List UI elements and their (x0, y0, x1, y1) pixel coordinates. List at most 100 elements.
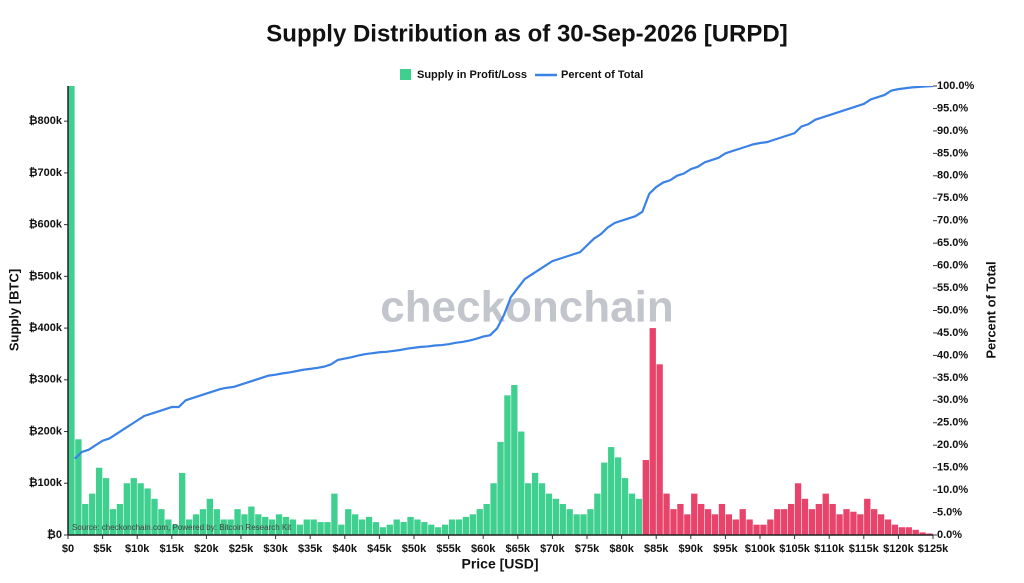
y2-axis-label: Percent of Total (983, 261, 998, 358)
bar (531, 472, 539, 535)
bar (843, 509, 850, 535)
bar (372, 522, 380, 535)
x-tick-label: $40k (333, 543, 358, 555)
y2-tick-label: 90.0% (937, 125, 968, 137)
x-tick-label: $125k (918, 543, 949, 555)
bar (352, 514, 359, 535)
x-axis-label: Price [USD] (461, 556, 538, 572)
bar (725, 514, 733, 535)
percent-line (74, 86, 933, 460)
bar (774, 509, 781, 535)
legend-label: Supply in Profit/Loss (417, 69, 527, 81)
bar (898, 527, 906, 535)
bar (241, 514, 248, 535)
x-tick-label: $0 (62, 543, 74, 555)
y2-tick-label: 20.0% (937, 439, 968, 451)
bar (400, 522, 407, 535)
legend-label: Percent of Total (561, 69, 643, 81)
bar (545, 493, 553, 535)
x-tick-label: $25k (229, 543, 254, 555)
bar (538, 483, 546, 535)
bar (185, 519, 193, 535)
bar (206, 498, 214, 535)
bar (227, 519, 234, 535)
x-tick-label: $75k (575, 543, 600, 555)
watermark: checkonchain (380, 283, 673, 332)
bar (566, 509, 573, 535)
bar (614, 457, 622, 535)
bar (711, 514, 719, 535)
bar (421, 522, 428, 535)
bar (829, 503, 836, 535)
bar (628, 493, 636, 535)
y2-tick-label: 0.0% (937, 529, 962, 541)
y2-tick-label: 30.0% (937, 394, 968, 406)
y2-tick-label: 40.0% (937, 349, 968, 361)
y-axis-label: Supply [BTC] (6, 269, 21, 351)
y2-tick-label: 70.0% (937, 215, 968, 227)
bar (476, 509, 483, 535)
bar (220, 519, 227, 535)
bar (684, 514, 691, 535)
bar (282, 516, 290, 535)
bar (151, 498, 158, 535)
x-tick-label: $50k (402, 543, 427, 555)
bar (483, 503, 490, 535)
bar (137, 483, 144, 535)
bar (324, 522, 331, 535)
bar (303, 519, 310, 535)
bar (691, 493, 698, 535)
y2-tick-label: 95.0% (937, 102, 968, 114)
x-tick-label: $20k (194, 543, 219, 555)
y-tick-label: ₿0 (47, 529, 62, 541)
x-tick-label: $5k (93, 543, 112, 555)
bar (435, 527, 442, 535)
bar (891, 524, 899, 535)
bar (760, 524, 767, 535)
bar (89, 493, 96, 535)
bar (116, 503, 124, 535)
bar (753, 524, 760, 535)
y-tick-label: ₿700k (29, 167, 63, 179)
y2-tick-label: 15.0% (937, 462, 968, 474)
y2-tick-label: 75.0% (937, 192, 968, 204)
y2-tick-label: 65.0% (937, 237, 968, 249)
legend-swatch (400, 69, 411, 80)
bar (234, 509, 241, 535)
chart-title: Supply Distribution as of 30-Sep-2026 [U… (266, 20, 787, 47)
x-tick-label: $15k (160, 543, 185, 555)
x-tick-label: $80k (609, 543, 634, 555)
x-tick-label: $115k (849, 543, 880, 555)
bar (469, 514, 476, 535)
bar (732, 519, 739, 535)
bar (781, 509, 788, 535)
y2-tick-label: 35.0% (937, 372, 968, 384)
x-tick-label: $120k (883, 543, 914, 555)
bar (808, 509, 816, 535)
bar (836, 514, 843, 535)
x-tick-label: $60k (471, 543, 496, 555)
y-tick-label: ₿400k (29, 322, 63, 334)
y2-tick-label: 50.0% (937, 304, 968, 316)
x-tick-label: $105k (779, 543, 810, 555)
x-tick-label: $95k (713, 543, 738, 555)
bar (386, 524, 393, 535)
y2-tick-label: 25.0% (937, 417, 968, 429)
bar (739, 509, 746, 535)
bar (594, 493, 601, 535)
bar (815, 503, 822, 535)
bar (877, 514, 885, 535)
y-tick-label: ₿600k (29, 219, 63, 231)
y2-tick-label: 85.0% (937, 147, 968, 159)
bar (365, 516, 373, 535)
bar (656, 364, 663, 535)
bar (905, 527, 912, 535)
bar (109, 509, 117, 535)
bar (746, 519, 753, 535)
bar (587, 509, 594, 535)
bar (919, 532, 926, 535)
bar (213, 509, 220, 535)
bar (490, 483, 497, 535)
bar (573, 514, 580, 535)
y-tick-label: ₿300k (29, 374, 63, 386)
